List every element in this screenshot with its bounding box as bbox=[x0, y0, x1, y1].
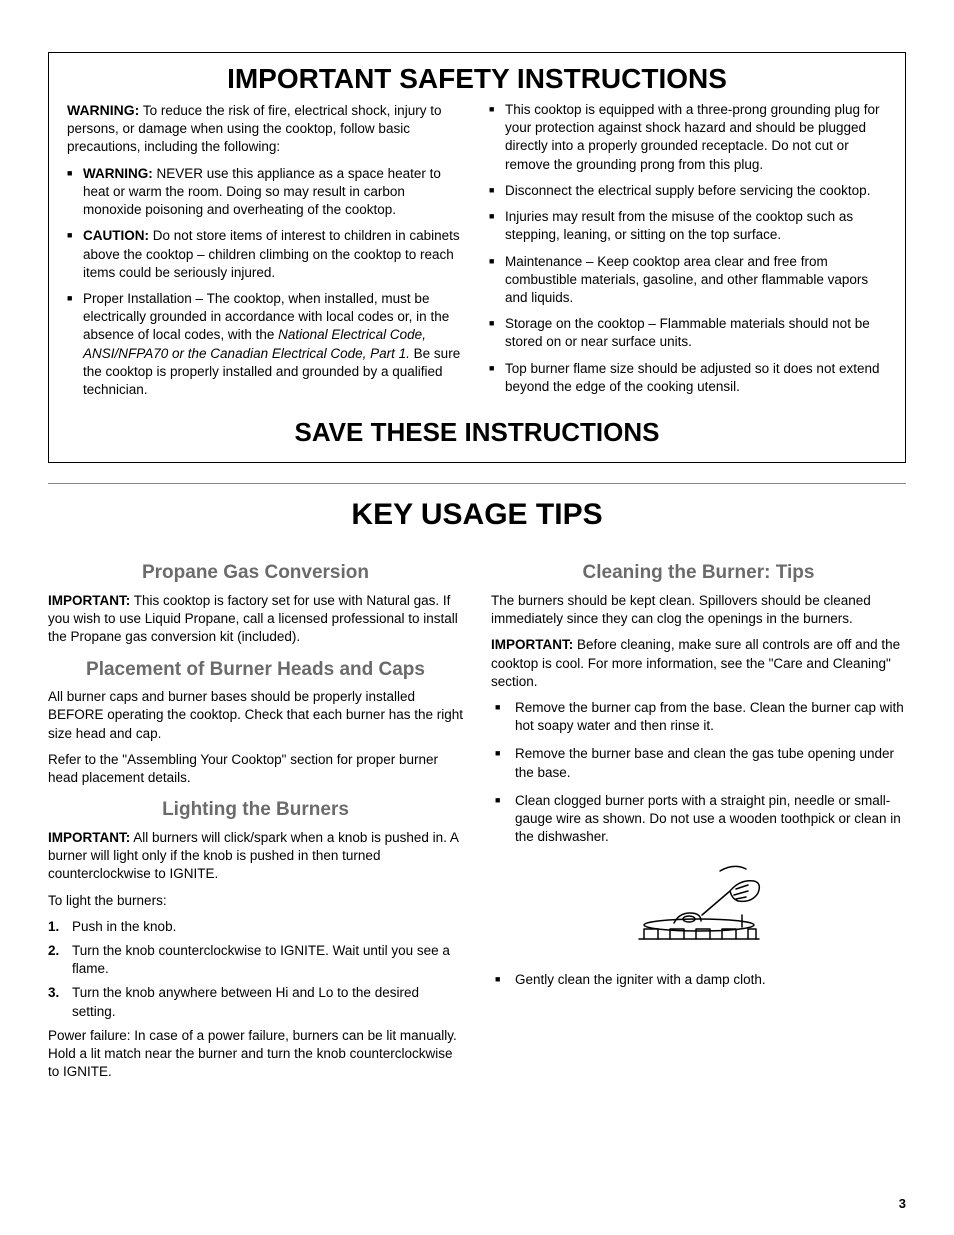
propane-paragraph: IMPORTANT: This cooktop is factory set f… bbox=[48, 592, 463, 647]
cleaning-list: Remove the burner cap from the base. Cle… bbox=[491, 699, 906, 847]
safety-box: IMPORTANT SAFETY INSTRUCTIONS WARNING: T… bbox=[48, 52, 906, 463]
important-label: IMPORTANT: bbox=[48, 593, 130, 608]
placement-heading: Placement of Burner Heads and Caps bbox=[48, 657, 463, 683]
placement-paragraph-2: Refer to the "Assembling Your Cooktop" s… bbox=[48, 751, 463, 787]
lighting-step-2: Turn the knob counterclockwise to IGNITE… bbox=[48, 942, 463, 978]
safety-right-item-1: This cooktop is equipped with a three-pr… bbox=[489, 101, 887, 174]
important-label: IMPORTANT: bbox=[491, 637, 573, 652]
safety-intro: WARNING: To reduce the risk of fire, ele… bbox=[67, 101, 465, 157]
lighting-power-failure: Power failure: In case of a power failur… bbox=[48, 1027, 463, 1082]
cleaning-paragraph-1: The burners should be kept clean. Spillo… bbox=[491, 592, 906, 628]
cleaning-heading: Cleaning the Burner: Tips bbox=[491, 560, 906, 586]
safety-columns: WARNING: To reduce the risk of fire, ele… bbox=[67, 101, 887, 407]
lighting-step-3: Turn the knob anywhere between Hi and Lo… bbox=[48, 984, 463, 1020]
important-label: IMPORTANT: bbox=[48, 830, 130, 845]
key-columns: Propane Gas Conversion IMPORTANT: This c… bbox=[48, 550, 906, 1089]
safety-col-left: WARNING: To reduce the risk of fire, ele… bbox=[67, 101, 465, 407]
safety-right-item-3: Injuries may result from the misuse of t… bbox=[489, 208, 887, 244]
lighting-heading: Lighting the Burners bbox=[48, 797, 463, 823]
lighting-lead: To light the burners: bbox=[48, 892, 463, 910]
cleaning-illustration bbox=[491, 857, 906, 957]
safety-right-item-5: Storage on the cooktop – Flammable mater… bbox=[489, 315, 887, 351]
lighting-intro: IMPORTANT: All burners will click/spark … bbox=[48, 829, 463, 884]
caution-label: CAUTION: bbox=[83, 228, 149, 243]
safety-title: IMPORTANT SAFETY INSTRUCTIONS bbox=[67, 63, 887, 95]
key-col-right: Cleaning the Burner: Tips The burners sh… bbox=[491, 550, 906, 1089]
cleaning-item-1: Remove the burner cap from the base. Cle… bbox=[491, 699, 906, 735]
lighting-steps: Push in the knob. Turn the knob counterc… bbox=[48, 918, 463, 1021]
placement-paragraph-1: All burner caps and burner bases should … bbox=[48, 688, 463, 743]
key-col-left: Propane Gas Conversion IMPORTANT: This c… bbox=[48, 550, 463, 1089]
warning-label: WARNING: bbox=[83, 166, 153, 181]
save-instructions-title: SAVE THESE INSTRUCTIONS bbox=[67, 417, 887, 448]
cleaning-important: IMPORTANT: Before cleaning, make sure al… bbox=[491, 636, 906, 691]
safety-left-item-1: WARNING: NEVER use this appliance as a s… bbox=[67, 165, 465, 220]
safety-col-right: This cooktop is equipped with a three-pr… bbox=[489, 101, 887, 407]
safety-left-list: WARNING: NEVER use this appliance as a s… bbox=[67, 165, 465, 400]
safety-right-item-6: Top burner flame size should be adjusted… bbox=[489, 360, 887, 396]
cleaning-list-2: Gently clean the igniter with a damp clo… bbox=[491, 971, 906, 989]
page-number: 3 bbox=[899, 1196, 906, 1211]
warning-label: WARNING: bbox=[67, 102, 139, 118]
safety-right-item-4: Maintenance – Keep cooktop area clear an… bbox=[489, 253, 887, 308]
cleaning-item-4: Gently clean the igniter with a damp clo… bbox=[491, 971, 906, 989]
propane-heading: Propane Gas Conversion bbox=[48, 560, 463, 586]
burner-cleaning-icon bbox=[624, 857, 774, 952]
safety-left-item-2: CAUTION: Do not store items of interest … bbox=[67, 227, 465, 282]
safety-right-list: This cooktop is equipped with a three-pr… bbox=[489, 101, 887, 396]
safety-right-item-2: Disconnect the electrical supply before … bbox=[489, 182, 887, 200]
section-divider bbox=[48, 483, 906, 484]
key-usage-title: KEY USAGE TIPS bbox=[48, 498, 906, 532]
cleaning-item-3: Clean clogged burner ports with a straig… bbox=[491, 792, 906, 847]
cleaning-item-2: Remove the burner base and clean the gas… bbox=[491, 745, 906, 781]
safety-left-item-3: Proper Installation – The cooktop, when … bbox=[67, 290, 465, 399]
lighting-step-1: Push in the knob. bbox=[48, 918, 463, 936]
